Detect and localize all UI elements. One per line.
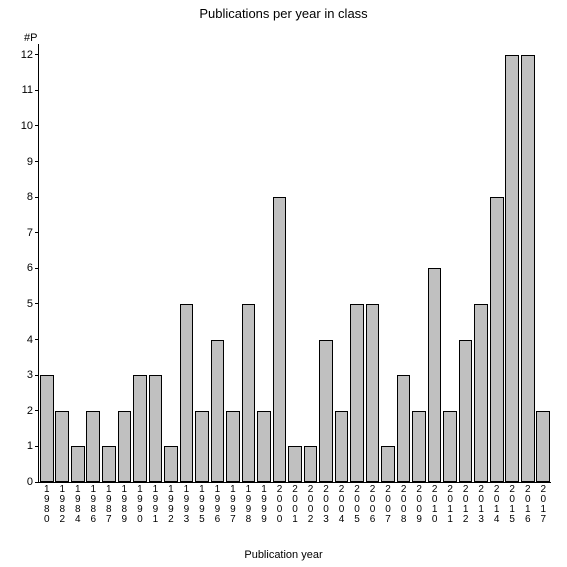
bar (474, 304, 488, 482)
bar (71, 446, 85, 482)
y-tick (35, 410, 39, 411)
x-tick-label: 2 0 1 5 (506, 485, 518, 525)
x-tick-label: 2 0 1 2 (460, 485, 472, 525)
bar (288, 446, 302, 482)
x-tick-label: 2 0 0 6 (367, 485, 379, 525)
x-tick-label: 1 9 9 0 (134, 485, 146, 525)
x-tick-label: 2 0 0 3 (320, 485, 332, 525)
bar (242, 304, 256, 482)
bar (428, 268, 442, 482)
bar (350, 304, 364, 482)
x-tick-label: 1 9 9 6 (211, 485, 223, 525)
x-tick-label: 1 9 8 9 (118, 485, 130, 525)
bar (412, 411, 426, 482)
y-tick (35, 125, 39, 126)
y-tick (35, 482, 39, 483)
x-tick-label: 2 0 1 3 (475, 485, 487, 525)
y-tick-label: 1 (27, 440, 33, 452)
y-tick-label: 11 (22, 84, 33, 96)
x-tick-label: 2 0 1 1 (444, 485, 456, 525)
bar (366, 304, 380, 482)
x-tick-label: 2 0 1 0 (429, 485, 441, 525)
x-tick-label: 1 9 9 9 (258, 485, 270, 525)
y-tick-label: 9 (27, 156, 33, 168)
y-tick-label: 7 (27, 227, 33, 239)
bar (164, 446, 178, 482)
y-tick (35, 446, 39, 447)
y-tick-label: 5 (27, 298, 33, 310)
bar (211, 340, 225, 482)
y-tick (35, 339, 39, 340)
bar (536, 411, 550, 482)
x-tick-label: 2 0 0 0 (273, 485, 285, 525)
bar (226, 411, 240, 482)
bar (40, 375, 54, 482)
x-tick-label: 2 0 0 4 (336, 485, 348, 525)
y-tick-label: 4 (27, 334, 33, 346)
x-tick-label: 1 9 9 7 (227, 485, 239, 525)
x-tick-label: 1 9 8 0 (41, 485, 53, 525)
y-tick (35, 232, 39, 233)
y-tick-label: 8 (27, 191, 33, 203)
x-tick-label: 1 9 9 2 (165, 485, 177, 525)
bar (133, 375, 147, 482)
y-axis-label: #P (24, 32, 37, 44)
x-tick-label: 1 9 8 6 (87, 485, 99, 525)
chart-container: Publications per year in class #P 012345… (0, 0, 567, 567)
bar (505, 55, 519, 482)
y-tick (35, 303, 39, 304)
x-tick-label: 2 0 0 7 (382, 485, 394, 525)
bar (55, 411, 69, 482)
bar (180, 304, 194, 482)
y-tick-label: 2 (27, 405, 33, 417)
y-tick-label: 12 (21, 49, 33, 61)
y-tick-label: 0 (27, 476, 33, 488)
x-tick-label: 1 9 9 3 (180, 485, 192, 525)
bar (443, 411, 457, 482)
x-tick-label: 1 9 8 2 (56, 485, 68, 525)
bar (459, 340, 473, 482)
x-axis-label: Publication year (0, 549, 567, 561)
x-tick-label: 2 0 0 5 (351, 485, 363, 525)
x-tick-label: 1 9 9 8 (242, 485, 254, 525)
bar (335, 411, 349, 482)
bar (304, 446, 318, 482)
plot-area: 01234567891011121 9 8 01 9 8 21 9 8 41 9… (38, 44, 551, 483)
x-tick-label: 2 0 0 2 (305, 485, 317, 525)
x-tick-label: 1 9 9 1 (149, 485, 161, 525)
bar (195, 411, 209, 482)
bar (273, 197, 287, 482)
y-tick (35, 161, 39, 162)
x-tick-label: 2 0 1 6 (522, 485, 534, 525)
y-tick (35, 375, 39, 376)
bar (86, 411, 100, 482)
bar (490, 197, 504, 482)
bar (149, 375, 163, 482)
x-tick-label: 2 0 1 7 (537, 485, 549, 525)
y-tick-label: 10 (21, 120, 33, 132)
bar (381, 446, 395, 482)
bar (521, 55, 535, 482)
y-tick (35, 54, 39, 55)
bar (102, 446, 116, 482)
bar (118, 411, 132, 482)
x-tick-label: 1 9 8 7 (103, 485, 115, 525)
x-tick-label: 2 0 0 1 (289, 485, 301, 525)
x-tick-label: 1 9 9 5 (196, 485, 208, 525)
y-tick (35, 268, 39, 269)
x-tick-label: 2 0 0 8 (398, 485, 410, 525)
x-tick-label: 1 9 8 4 (72, 485, 84, 525)
y-tick (35, 197, 39, 198)
x-tick-label: 2 0 1 4 (491, 485, 503, 525)
bar (397, 375, 411, 482)
chart-title: Publications per year in class (0, 6, 567, 21)
bar (257, 411, 271, 482)
y-tick (35, 90, 39, 91)
y-tick-label: 6 (27, 262, 33, 274)
y-tick-label: 3 (27, 369, 33, 381)
bar (319, 340, 333, 482)
x-tick-label: 2 0 0 9 (413, 485, 425, 525)
